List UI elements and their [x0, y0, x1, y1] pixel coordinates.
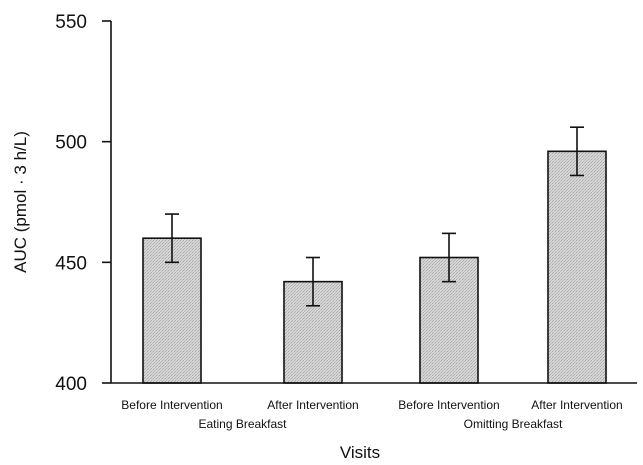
x-tick-label: Before Intervention	[398, 398, 499, 412]
bar	[547, 150, 607, 384]
x-axis-title: Visits	[340, 443, 380, 462]
group-label: Omitting Breakfast	[464, 417, 563, 431]
y-tick-label: 400	[55, 374, 87, 395]
y-axis-title: AUC (pmol · 3 h/L)	[11, 131, 30, 273]
y-tick-label: 450	[55, 253, 87, 274]
group-label: Eating Breakfast	[198, 417, 287, 431]
y-tick-label: 500	[55, 133, 87, 154]
plot-area: 400 450 500 550 Before Intervention After Int…	[55, 12, 637, 431]
y-tick-label: 550	[55, 12, 87, 33]
x-tick-label: Before Intervention	[121, 398, 222, 412]
x-tick-label: After Intervention	[531, 398, 622, 412]
x-tick-label: After Intervention	[267, 398, 358, 412]
